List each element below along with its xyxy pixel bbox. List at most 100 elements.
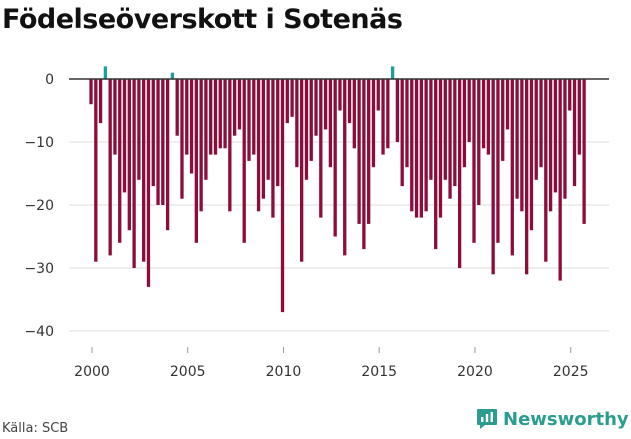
bar[interactable] <box>414 79 419 218</box>
bar[interactable] <box>113 79 117 155</box>
bar[interactable] <box>572 79 577 187</box>
bar[interactable] <box>185 79 189 155</box>
bar[interactable] <box>98 79 103 124</box>
bar[interactable] <box>381 79 385 155</box>
bar[interactable] <box>395 79 400 142</box>
bar[interactable] <box>505 79 510 130</box>
bar[interactable] <box>232 79 237 136</box>
bar[interactable] <box>448 79 452 199</box>
bar[interactable] <box>429 79 433 180</box>
bar[interactable] <box>323 79 328 130</box>
bar[interactable] <box>290 79 294 117</box>
bar[interactable] <box>189 79 194 174</box>
bar[interactable] <box>453 79 457 187</box>
bar[interactable] <box>548 79 553 212</box>
bar[interactable] <box>333 79 337 237</box>
bar[interactable] <box>457 79 462 268</box>
bar[interactable] <box>247 79 251 161</box>
newsworthy-logo[interactable]: Newsworthy <box>476 408 629 430</box>
bar[interactable] <box>89 79 93 105</box>
bar[interactable] <box>276 79 280 187</box>
bar[interactable] <box>156 79 160 205</box>
bar[interactable] <box>390 66 395 79</box>
bar[interactable] <box>400 79 404 187</box>
bar[interactable] <box>304 79 309 180</box>
bar[interactable] <box>295 79 299 168</box>
bar[interactable] <box>223 79 227 149</box>
bar[interactable] <box>481 79 486 149</box>
bar[interactable] <box>534 79 538 180</box>
bar[interactable] <box>553 79 558 193</box>
bar[interactable] <box>137 79 141 180</box>
bar[interactable] <box>314 79 318 136</box>
bar[interactable] <box>146 79 151 287</box>
bar[interactable] <box>94 79 98 262</box>
bar[interactable] <box>410 79 414 212</box>
bar[interactable] <box>525 79 529 275</box>
bar[interactable] <box>122 79 127 193</box>
bar[interactable] <box>280 79 285 313</box>
bar[interactable] <box>228 79 232 212</box>
bar[interactable] <box>328 79 333 168</box>
bar[interactable] <box>194 79 198 243</box>
bar[interactable] <box>338 79 342 111</box>
bar[interactable] <box>161 79 165 205</box>
bar[interactable] <box>132 79 136 268</box>
bar[interactable] <box>477 79 481 205</box>
bar[interactable] <box>367 79 371 224</box>
bar[interactable] <box>434 79 438 250</box>
bar[interactable] <box>376 79 380 111</box>
bar[interactable] <box>467 79 471 142</box>
bar[interactable] <box>362 79 366 250</box>
bar[interactable] <box>319 79 323 218</box>
bar[interactable] <box>165 79 170 231</box>
bar[interactable] <box>529 79 534 231</box>
bar[interactable] <box>300 79 304 262</box>
bar[interactable] <box>343 79 347 256</box>
bar[interactable] <box>520 79 524 212</box>
bar[interactable] <box>103 66 108 79</box>
bar[interactable] <box>108 79 112 256</box>
bar[interactable] <box>142 79 146 262</box>
bar[interactable] <box>213 79 218 155</box>
bar[interactable] <box>501 79 505 161</box>
bar[interactable] <box>242 79 246 243</box>
bar[interactable] <box>405 79 409 168</box>
bar[interactable] <box>443 79 447 180</box>
bar[interactable] <box>563 79 567 199</box>
bar[interactable] <box>199 79 203 212</box>
bar[interactable] <box>424 79 428 212</box>
bar[interactable] <box>180 79 184 199</box>
bar[interactable] <box>252 79 256 155</box>
bar[interactable] <box>209 79 213 155</box>
bar[interactable] <box>577 79 581 155</box>
bar[interactable] <box>118 79 122 243</box>
bar[interactable] <box>558 79 562 281</box>
bar[interactable] <box>568 79 572 111</box>
bar[interactable] <box>582 79 586 224</box>
bar[interactable] <box>285 79 289 124</box>
bar[interactable] <box>151 79 155 187</box>
bar[interactable] <box>266 79 270 180</box>
bar[interactable] <box>271 79 275 218</box>
bar[interactable] <box>309 79 313 161</box>
bar[interactable] <box>462 79 467 168</box>
bar[interactable] <box>491 79 495 275</box>
bar[interactable] <box>127 79 131 231</box>
bar[interactable] <box>539 79 543 168</box>
bar[interactable] <box>347 79 352 124</box>
bar[interactable] <box>472 79 476 243</box>
bar[interactable] <box>218 79 222 149</box>
bar[interactable] <box>204 79 208 180</box>
bar[interactable] <box>175 79 179 136</box>
bar[interactable] <box>261 79 266 199</box>
bar[interactable] <box>486 79 491 155</box>
bar[interactable] <box>544 79 548 262</box>
bar[interactable] <box>352 79 356 149</box>
bar[interactable] <box>371 79 376 168</box>
bar[interactable] <box>256 79 261 212</box>
bar[interactable] <box>496 79 500 243</box>
bar[interactable] <box>438 79 443 218</box>
bar[interactable] <box>237 79 242 130</box>
bar[interactable] <box>419 79 423 218</box>
